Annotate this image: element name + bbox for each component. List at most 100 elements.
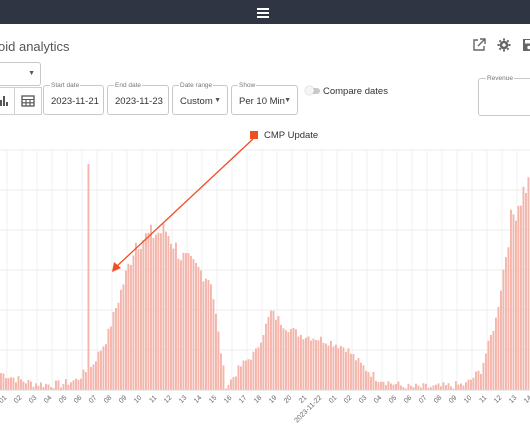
x-tick-label: 13 [178, 394, 189, 405]
chart-bar [45, 383, 47, 390]
chart-bar [30, 381, 32, 390]
revenue-select[interactable]: Revenue [478, 75, 530, 116]
chart-bar [115, 307, 117, 390]
chart-bar [282, 328, 285, 390]
chart-bar [460, 383, 462, 390]
save-icon[interactable] [522, 38, 530, 54]
chart-bar [247, 359, 250, 390]
x-tick-label: 07 [88, 394, 99, 405]
chart-bar [410, 385, 412, 390]
chart-bar [187, 253, 190, 390]
chart-bar [120, 289, 122, 390]
end-date-field[interactable]: End date 2023-11-23 [107, 82, 169, 115]
show-interval-select[interactable]: Show Per 10 Min ▼ [231, 82, 298, 115]
external-link-icon[interactable] [472, 38, 488, 54]
x-tick-label: 07 [418, 394, 429, 405]
x-tick-label: 01 [0, 394, 8, 405]
chart-bar [372, 371, 375, 390]
x-tick-label: 10 [463, 394, 474, 405]
chart-bar [472, 377, 475, 390]
chart-bar [157, 232, 160, 390]
chart-bar [300, 334, 302, 390]
chart-bar [57, 380, 60, 390]
chart-bar [265, 323, 267, 390]
chart-bar [60, 387, 62, 390]
chart-bar [205, 278, 207, 390]
chart-bar [40, 382, 42, 390]
x-tick-label: 06 [403, 394, 414, 405]
table-view-button[interactable] [14, 87, 42, 115]
chart-bar [360, 362, 362, 390]
compare-dates-toggle[interactable] [305, 86, 320, 95]
date-range-select[interactable]: Date range Custom ▼ [172, 82, 228, 115]
legend-swatch [250, 131, 258, 139]
chart-bar [65, 379, 67, 390]
chart-bar [357, 358, 360, 390]
chart-bar [487, 340, 490, 390]
chart-bar [402, 387, 405, 390]
x-tick-label: 08 [103, 394, 114, 405]
x-tick-label: 08 [433, 394, 444, 405]
x-tick-label: 11 [148, 394, 158, 404]
chart-bar [257, 347, 260, 390]
chart-bar [315, 340, 317, 390]
view-select[interactable]: ▼ [0, 62, 41, 86]
chart-bar [27, 379, 30, 390]
chart-bar [405, 388, 407, 390]
chart-bar [155, 234, 157, 390]
chart-bar [182, 252, 185, 390]
chart-bar [142, 240, 145, 390]
chart-bar [37, 385, 40, 390]
chart-bar [470, 379, 472, 390]
chart-bar [255, 348, 257, 390]
chart-bar [262, 335, 265, 390]
chart-bar [212, 299, 215, 390]
chart-bar [340, 345, 342, 390]
chart-bar [287, 332, 290, 390]
gear-icon[interactable] [497, 38, 513, 54]
chart-bar [35, 383, 37, 390]
chart-bar [230, 379, 232, 390]
chart-bar [397, 381, 400, 390]
x-tick-label: 21 [298, 394, 309, 405]
chart-bar [235, 376, 237, 390]
menu-icon[interactable] [257, 8, 269, 18]
x-tick-label: 15 [208, 394, 219, 405]
chart-bar [15, 382, 17, 390]
chart-bar [277, 316, 280, 390]
x-tick-label: 03 [358, 394, 369, 405]
chart-bar [7, 378, 10, 390]
chart-bar [332, 346, 335, 390]
x-tick-label: 19 [268, 394, 279, 405]
x-tick-label: 11 [478, 394, 488, 404]
chart-bar [435, 384, 437, 390]
start-date-value: 2023-11-21 [51, 96, 99, 107]
x-tick-label: 04 [373, 394, 384, 405]
chart-bar [152, 237, 155, 390]
chart-bar [77, 379, 80, 390]
chart-bar [220, 353, 222, 390]
x-tick-label: 10 [133, 394, 144, 405]
chart-bar [492, 330, 495, 390]
chart-bar [110, 326, 112, 390]
chart-bar [215, 313, 217, 390]
chart-bar [0, 373, 2, 390]
chevron-down-icon: ▼ [284, 97, 291, 104]
chart-bar [425, 383, 427, 390]
chart-bar [392, 384, 395, 390]
chart-bar [310, 340, 312, 390]
date-range-label: Date range [179, 82, 214, 89]
chart-bar [97, 351, 100, 390]
chart-bar [25, 383, 27, 390]
chart-bar [412, 387, 415, 390]
chart-bar [497, 306, 500, 390]
chart-bar [285, 330, 287, 390]
chart-bar [185, 253, 187, 390]
chart-bar [377, 381, 380, 390]
chart-bar [302, 339, 305, 390]
chart-bar [5, 378, 7, 390]
start-date-field[interactable]: Start date 2023-11-21 [43, 82, 104, 115]
annotation-arrow-line [115, 138, 254, 268]
chart-bar [430, 387, 432, 390]
end-date-label: End date [114, 82, 143, 89]
